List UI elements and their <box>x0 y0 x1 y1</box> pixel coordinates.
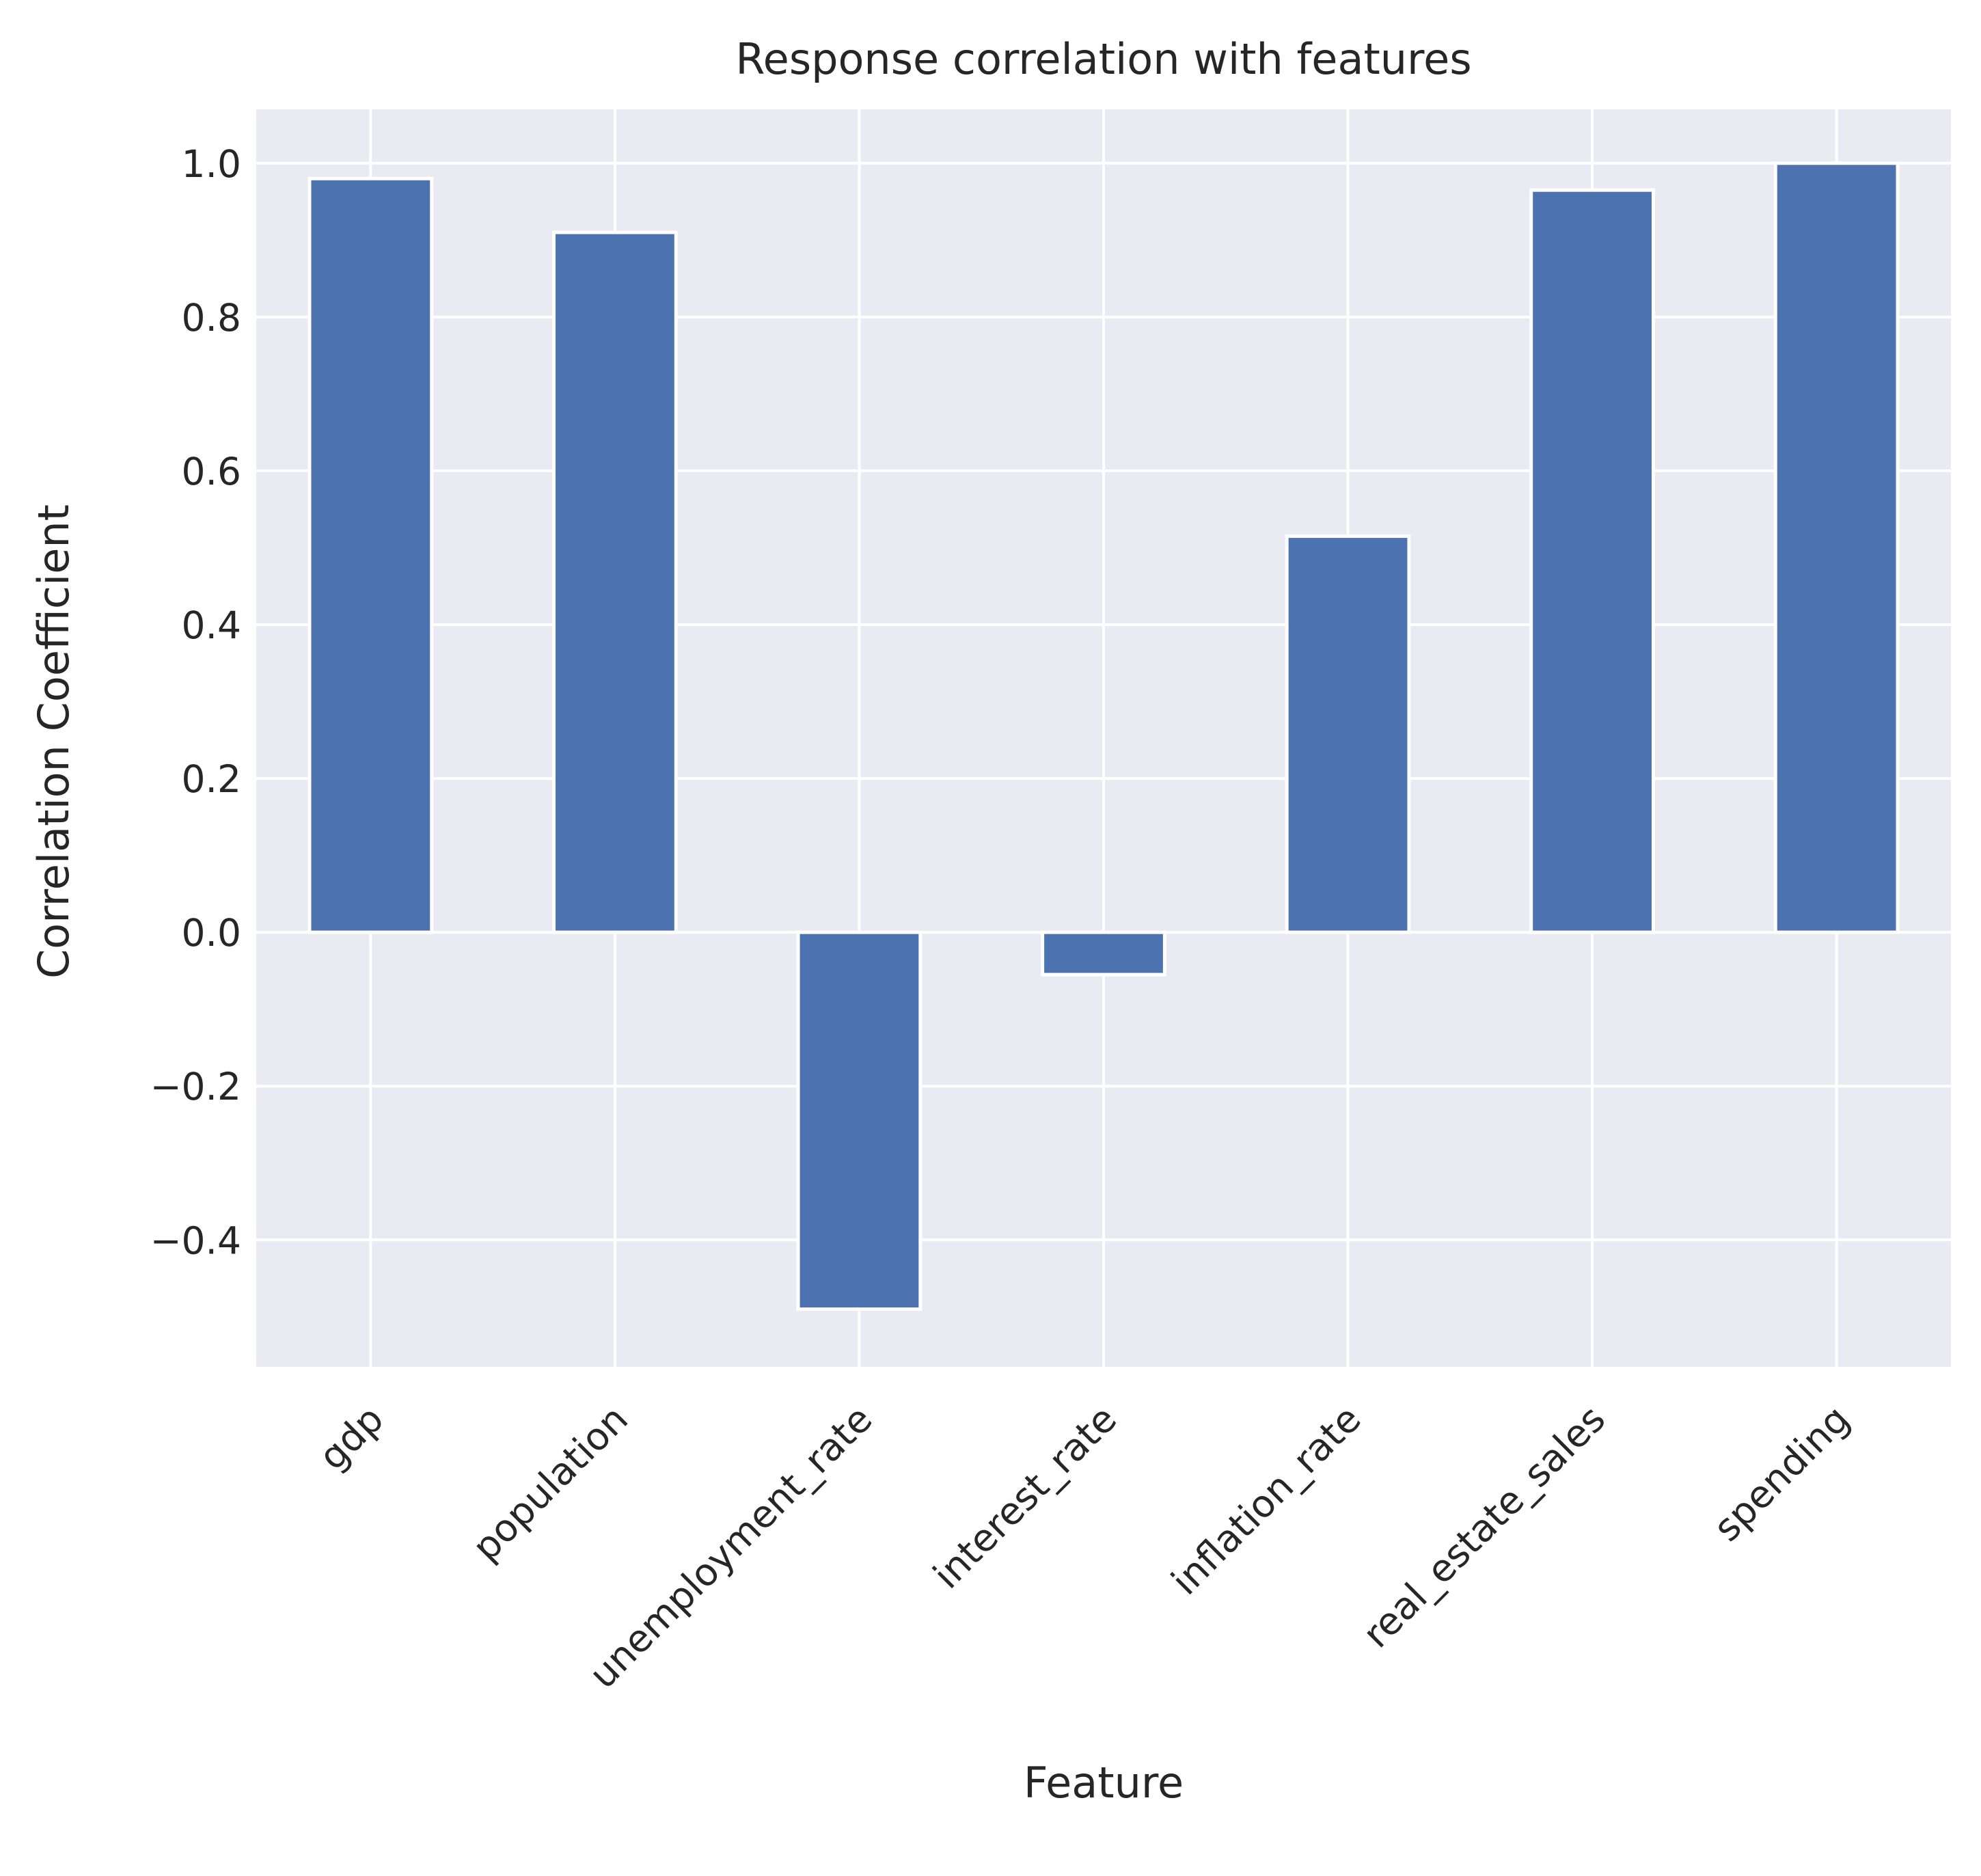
bar-real_estate_sales <box>1529 188 1655 934</box>
x-tick-label-unemployment_rate: unemployment_rate <box>581 1397 881 1697</box>
bar-inflation_rate <box>1285 534 1411 934</box>
x-axis-label: Feature <box>1024 1758 1184 1808</box>
x-tick-label-real_estate_sales: real_estate_sales <box>1354 1397 1613 1656</box>
y-tick-label: 0.0 <box>182 911 241 955</box>
x-tick-label-spending: spending <box>1705 1397 1858 1550</box>
bars <box>308 161 1900 1311</box>
bar-population <box>552 230 678 934</box>
y-tick-label: 0.8 <box>182 296 241 340</box>
y-tick-label: 1.0 <box>182 142 241 186</box>
bar-unemployment_rate <box>796 930 923 1311</box>
chart-title: Response correlation with features <box>735 34 1471 84</box>
y-tick-label: −0.2 <box>150 1065 241 1109</box>
bar-gdp <box>308 176 434 934</box>
x-tick-label-interest_rate: interest_rate <box>925 1397 1125 1597</box>
x-tick-label-gdp: gdp <box>310 1397 392 1478</box>
y-tick-labels: −0.4 −0.2 0.0 0.2 0.4 0.6 0.8 1.0 <box>150 142 241 1263</box>
y-tick-label: 0.2 <box>182 757 241 801</box>
y-tick-label: 0.4 <box>182 603 241 647</box>
y-tick-label: −0.4 <box>150 1219 241 1262</box>
y-axis-label: Correlation Coefficient <box>29 504 79 979</box>
y-tick-label: 0.6 <box>182 450 241 493</box>
x-tick-label-population: population <box>464 1397 636 1569</box>
x-tick-label-inflation_rate: inflation_rate <box>1163 1397 1369 1603</box>
bar-spending <box>1773 161 1900 934</box>
bar-interest_rate <box>1041 930 1166 977</box>
